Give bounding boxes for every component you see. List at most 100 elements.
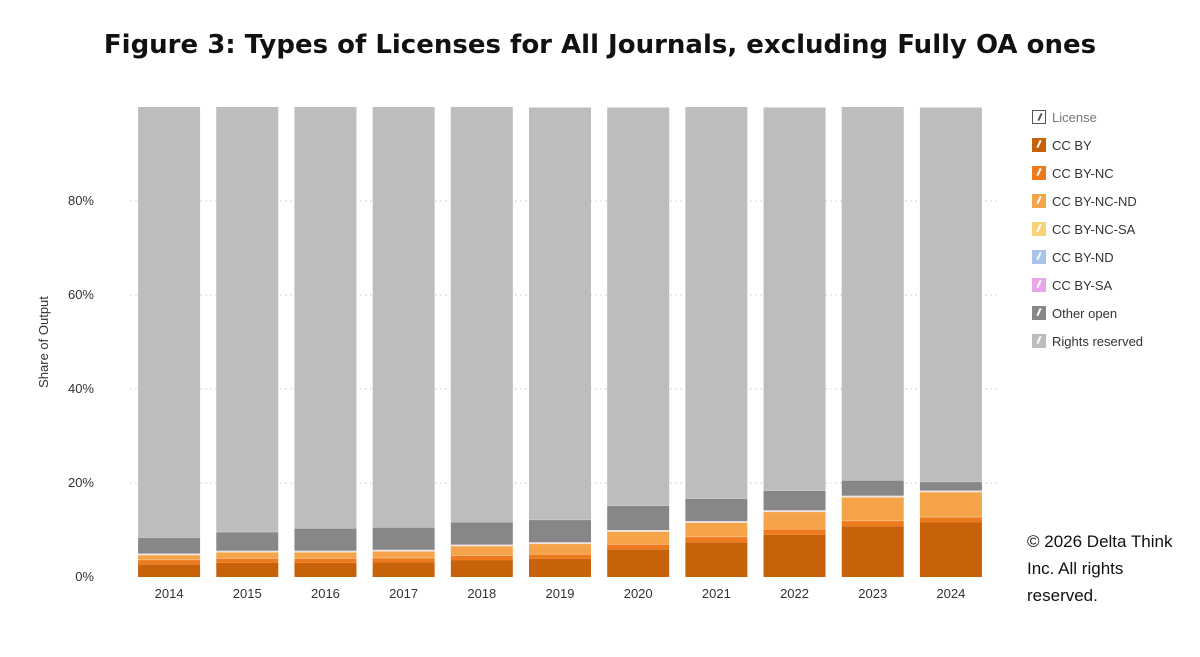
legend-item[interactable]: CC BY-NC-SA — [1032, 215, 1143, 243]
x-tick-label: 2017 — [389, 586, 418, 601]
legend-item[interactable]: Other open — [1032, 299, 1143, 327]
x-tick-label: 2020 — [624, 586, 653, 601]
bar-segment[interactable] — [841, 497, 904, 521]
x-tick-label: 2016 — [311, 586, 340, 601]
bar-segment[interactable] — [763, 511, 826, 530]
bar-segment[interactable] — [216, 558, 279, 563]
bar-segment[interactable] — [450, 555, 513, 561]
legend-swatch-icon — [1032, 166, 1046, 180]
bar-segment[interactable] — [919, 481, 982, 491]
bar-segment[interactable] — [607, 531, 670, 545]
legend-header[interactable]: License — [1032, 103, 1143, 131]
bar-segment[interactable] — [450, 107, 513, 523]
bar-segment[interactable] — [841, 520, 904, 527]
bar-segment[interactable] — [763, 490, 826, 511]
bar-segment[interactable] — [763, 534, 826, 577]
x-axis: 2014 2015 2016 2017 2018 2019 2020 2021 2022 2023… — [155, 586, 966, 601]
legend-swatch-icon — [1032, 306, 1046, 320]
y-tick-label: 20% — [68, 475, 94, 490]
bar-segment[interactable] — [294, 558, 357, 563]
bar-segment[interactable] — [372, 562, 435, 577]
bar-segment[interactable] — [685, 536, 748, 543]
chart: 0%20%40%60%80% 2014 2015 2016 2017 2018 2019 2… — [36, 107, 1000, 601]
bar-segment[interactable] — [529, 543, 591, 554]
x-tick-label: 2019 — [546, 586, 575, 601]
bar-segment[interactable] — [138, 537, 201, 554]
bar-segment[interactable] — [138, 554, 201, 560]
bar-segment[interactable] — [372, 527, 435, 550]
bar-segment[interactable] — [841, 107, 904, 481]
bar-segment[interactable] — [607, 107, 670, 506]
x-tick-label: 2014 — [155, 586, 184, 601]
bar-segment[interactable] — [763, 529, 826, 535]
bar-segment[interactable] — [372, 557, 435, 563]
bar-segment[interactable] — [841, 526, 904, 577]
bar-segment[interactable] — [685, 522, 748, 537]
bar-segment[interactable] — [685, 542, 748, 577]
bar-segment[interactable] — [529, 553, 591, 559]
bar-segment[interactable] — [841, 480, 904, 496]
bar-segment[interactable] — [919, 516, 982, 523]
x-tick-label: 2024 — [936, 586, 965, 601]
legend-item[interactable]: CC BY-NC — [1032, 159, 1143, 187]
y-tick-label: 80% — [68, 193, 94, 208]
bar-segment[interactable] — [685, 107, 748, 499]
bar-segment[interactable] — [372, 551, 435, 558]
bar-segment[interactable] — [529, 558, 591, 577]
y-tick-label: 60% — [68, 287, 94, 302]
copyright-notice: © 2026 Delta Think Inc. All rights reser… — [1027, 532, 1173, 605]
bar-segment[interactable] — [607, 549, 670, 577]
legend-header-label: License — [1052, 109, 1097, 125]
bar-segment[interactable] — [216, 552, 279, 559]
bars — [138, 107, 982, 577]
legend: License CC BY CC BY-NC CC BY-NC-ND CC BY-NC… — [1032, 103, 1143, 355]
x-tick-label: 2015 — [233, 586, 262, 601]
legend-swatch-icon — [1032, 138, 1046, 152]
legend-swatch-icon — [1032, 278, 1046, 292]
bar-segment[interactable] — [294, 552, 357, 559]
bar-segment[interactable] — [294, 107, 357, 529]
bar-segment[interactable] — [919, 522, 982, 577]
legend-item[interactable]: CC BY-ND — [1032, 243, 1143, 271]
legend-item-label: CC BY-SA — [1052, 277, 1113, 293]
legend-swatch-icon — [1032, 250, 1046, 264]
bar-segment[interactable] — [216, 107, 279, 532]
legend-item[interactable]: CC BY-SA — [1032, 271, 1143, 299]
bar-segment[interactable] — [138, 564, 201, 577]
legend-item[interactable]: CC BY — [1032, 131, 1143, 159]
bar-segment[interactable] — [450, 545, 513, 556]
bar-segment[interactable] — [216, 531, 279, 551]
legend-item-label: CC BY — [1052, 137, 1092, 153]
bar-segment[interactable] — [919, 107, 982, 482]
bar-segment[interactable] — [450, 560, 513, 577]
bar-segment[interactable] — [529, 107, 591, 520]
y-tick-label: 40% — [68, 381, 94, 396]
bar-segment[interactable] — [607, 544, 670, 550]
legend-item[interactable]: Rights reserved — [1032, 327, 1143, 355]
bar-segment[interactable] — [763, 107, 826, 491]
bar-segment[interactable] — [529, 519, 591, 543]
bar-segment[interactable] — [919, 491, 982, 517]
legend-swatch-icon — [1032, 222, 1046, 236]
bar-segment[interactable] — [294, 528, 357, 551]
bar-segment[interactable] — [138, 559, 201, 565]
bar-segment[interactable] — [450, 522, 513, 545]
bar-segment[interactable] — [685, 498, 748, 522]
x-tick-label: 2018 — [467, 586, 496, 601]
legend-item[interactable]: CC BY-NC-ND — [1032, 187, 1143, 215]
bar-segment[interactable] — [138, 107, 201, 538]
legend-item-label: Rights reserved — [1052, 333, 1144, 349]
bar-segment[interactable] — [216, 562, 279, 577]
legend-item-label: CC BY-NC-ND — [1052, 193, 1137, 209]
y-axis: 0% 20% 40% 60% 80% — [68, 193, 94, 584]
bar-segment[interactable] — [372, 107, 435, 528]
x-tick-label: 2023 — [858, 586, 887, 601]
x-tick-label: 2022 — [780, 586, 809, 601]
legend-item-label: CC BY-NC — [1052, 165, 1114, 181]
bar-segment[interactable] — [607, 505, 670, 530]
legend-swatch-icon — [1032, 194, 1046, 208]
chart-title: Figure 3: Types of Licenses for All Jour… — [103, 30, 1097, 60]
bar-segment[interactable] — [294, 562, 357, 577]
legend-item-label: CC BY-NC-SA — [1052, 221, 1136, 237]
legend-swatch-icon — [1032, 334, 1046, 348]
